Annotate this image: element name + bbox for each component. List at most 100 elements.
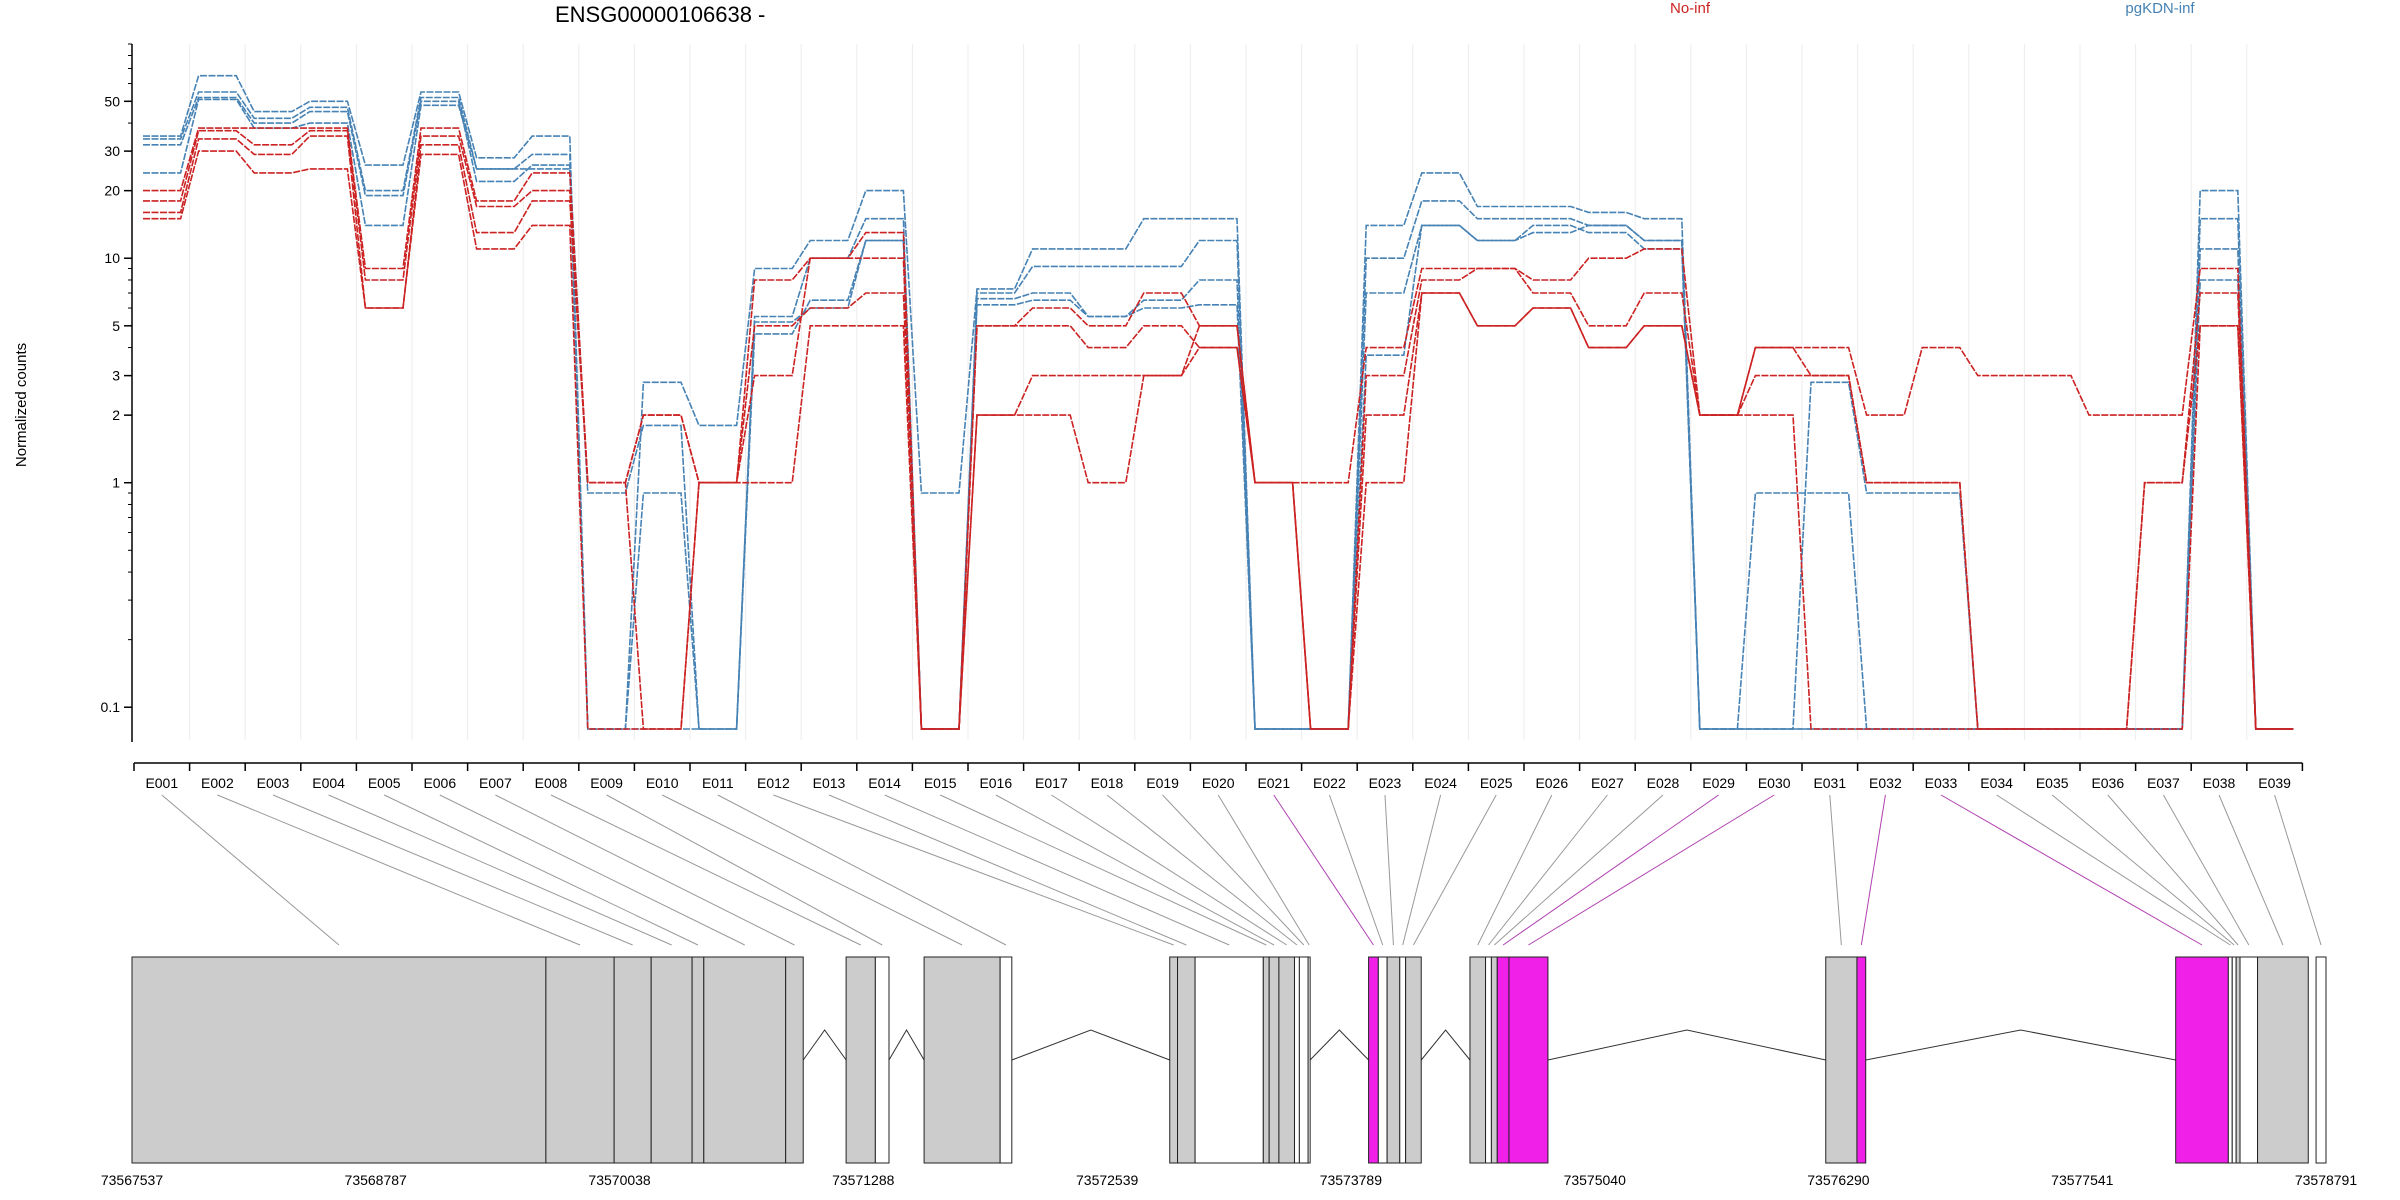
x-tick-label: E010 bbox=[646, 775, 679, 791]
x-tick-label: E004 bbox=[312, 775, 345, 791]
intron-line bbox=[1420, 1029, 1471, 1061]
intron-line bbox=[802, 1029, 847, 1061]
connector-E031 bbox=[1829, 794, 1842, 946]
connector-E026 bbox=[1477, 794, 1553, 946]
exon-block-E013 bbox=[1177, 956, 1196, 1164]
exon-block-E032 bbox=[1856, 956, 1867, 1164]
connector-E028 bbox=[1493, 794, 1664, 946]
x-tick-label: E022 bbox=[1313, 775, 1346, 791]
exon-block-E027 bbox=[1485, 956, 1492, 1164]
exon-block-E034 bbox=[2227, 956, 2233, 1164]
x-tick-label: E027 bbox=[1591, 775, 1624, 791]
genomic-coordinate-label: 73577541 bbox=[2051, 1172, 2114, 1188]
connector-E007 bbox=[495, 794, 795, 946]
x-tick-label: E005 bbox=[368, 775, 401, 791]
exon-block-E028 bbox=[1490, 956, 1498, 1164]
connector-E021 bbox=[1273, 794, 1374, 946]
genomic-coordinate-label: 73575040 bbox=[1564, 1172, 1627, 1188]
exon-block-E031 bbox=[1825, 956, 1858, 1164]
legend-no-inf: No-inf bbox=[1670, 0, 1711, 17]
series-lines bbox=[143, 74, 2294, 730]
x-tick-label: E011 bbox=[702, 775, 734, 791]
genomic-coordinate-label: 73571288 bbox=[832, 1172, 895, 1188]
exon-block-E023 bbox=[1386, 956, 1401, 1164]
genomic-axis: 73567537 73568787 73570038 73571288 73572539… bbox=[101, 1172, 2358, 1188]
exon-block-E002 bbox=[545, 956, 615, 1164]
x-tick-label: E030 bbox=[1758, 775, 1791, 791]
exon-block-E010 bbox=[923, 956, 1001, 1164]
x-tick-label: E006 bbox=[423, 775, 456, 791]
connector-E006 bbox=[439, 794, 745, 946]
connector-E037 bbox=[2162, 794, 2250, 946]
exon-block-E035 bbox=[2231, 956, 2237, 1164]
x-tick-label: E036 bbox=[2091, 775, 2124, 791]
x-tick-label: E029 bbox=[1702, 775, 1735, 791]
x-tick-label: E016 bbox=[979, 775, 1012, 791]
connector-E014 bbox=[884, 794, 1230, 946]
exon-block-E008 bbox=[845, 956, 876, 1164]
exon-block-E014 bbox=[1194, 956, 1264, 1164]
series-line-pgKDN-inf bbox=[143, 96, 2294, 730]
x-tick-label: E021 bbox=[1257, 775, 1290, 791]
y-tick-label: 0.1 bbox=[101, 699, 121, 715]
connector-E015 bbox=[939, 794, 1267, 946]
vertical-grid bbox=[189, 44, 2248, 740]
exon-block-E018 bbox=[1294, 956, 1300, 1164]
exon-block-E022 bbox=[1377, 956, 1388, 1164]
y-tick-label: 20 bbox=[104, 183, 120, 199]
exon-block-E029 bbox=[1496, 956, 1510, 1164]
x-tick-label: E018 bbox=[1091, 775, 1124, 791]
exon-block-E020 bbox=[1307, 956, 1311, 1164]
connector-E019 bbox=[1162, 794, 1305, 946]
y-tick-label: 1 bbox=[112, 475, 120, 491]
connector-E004 bbox=[328, 794, 672, 946]
genomic-coordinate-label: 73568787 bbox=[345, 1172, 408, 1188]
connector-E022 bbox=[1328, 794, 1384, 946]
connector-E018 bbox=[1106, 794, 1298, 946]
exon-block-E036 bbox=[2235, 956, 2241, 1164]
exon-block-E024 bbox=[1399, 956, 1407, 1164]
x-tick-label: E008 bbox=[535, 775, 568, 791]
connector-E010 bbox=[661, 794, 963, 946]
connector-E035 bbox=[2051, 794, 2235, 946]
exon-block-E019 bbox=[1298, 956, 1309, 1164]
y-tick-label: 50 bbox=[104, 93, 120, 109]
y-axis: 0.1 1 2 3 5 10 20 30 50 bbox=[101, 43, 133, 742]
x-tick-label: E031 bbox=[1813, 775, 1846, 791]
y-tick-label: 3 bbox=[112, 368, 120, 384]
exon-block-E007 bbox=[785, 956, 804, 1164]
x-tick-label: E039 bbox=[2258, 775, 2291, 791]
exon-block-E009 bbox=[874, 956, 890, 1164]
x-tick-label: E020 bbox=[1202, 775, 1235, 791]
exon-block-E001 bbox=[131, 956, 547, 1164]
connector-E002 bbox=[217, 794, 581, 946]
genomic-coordinate-label: 73570038 bbox=[588, 1172, 651, 1188]
connector-E030 bbox=[1528, 794, 1775, 946]
connector-E032 bbox=[1860, 794, 1886, 946]
x-tick-label: E017 bbox=[1035, 775, 1068, 791]
connector-E011 bbox=[717, 794, 1007, 946]
gene-model bbox=[131, 956, 2327, 1164]
connector-E008 bbox=[550, 794, 861, 946]
exon-connectors bbox=[161, 794, 2322, 946]
x-tick-label: E015 bbox=[924, 775, 957, 791]
x-axis: E001 E002 E003 E004 E005 E006 E007 E008 E009 E010… bbox=[133, 762, 2304, 791]
exon-block-E026 bbox=[1469, 956, 1487, 1164]
x-tick-label: E009 bbox=[590, 775, 623, 791]
x-tick-label: E028 bbox=[1647, 775, 1680, 791]
x-tick-label: E037 bbox=[2147, 775, 2180, 791]
x-tick-label: E034 bbox=[1980, 775, 2013, 791]
x-tick-label: E003 bbox=[257, 775, 290, 791]
intron-line bbox=[1547, 1029, 1826, 1061]
x-tick-label: E023 bbox=[1369, 775, 1402, 791]
x-tick-label: E001 bbox=[145, 775, 178, 791]
connector-E027 bbox=[1488, 794, 1608, 946]
connector-E025 bbox=[1412, 794, 1497, 946]
genomic-coordinate-label: 73578791 bbox=[2295, 1172, 2358, 1188]
connector-E024 bbox=[1402, 794, 1442, 946]
exon-block-E016 bbox=[1268, 956, 1280, 1164]
connector-E029 bbox=[1502, 794, 1719, 946]
connector-E016 bbox=[995, 794, 1275, 946]
connector-E033 bbox=[1940, 794, 2203, 946]
